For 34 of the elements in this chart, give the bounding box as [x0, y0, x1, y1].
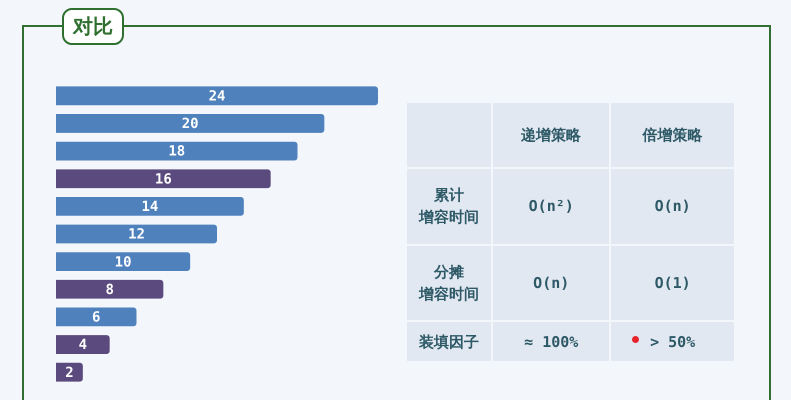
bar [56, 308, 136, 326]
data-label: 4 [78, 337, 88, 354]
bar [56, 224, 217, 244]
text: O(n) [533, 274, 570, 292]
bar [56, 252, 190, 272]
bar [56, 196, 244, 216]
text: ≈ 100% [524, 332, 578, 351]
bar [56, 169, 271, 188]
data-label: 8 [105, 282, 114, 298]
data-label: 20 [182, 116, 199, 132]
data-label: 14 [141, 199, 158, 216]
category-label: 分摊增容时间 [419, 262, 480, 303]
data-label: 10 [114, 254, 132, 270]
chart-title: 对比 [62, 8, 124, 45]
bar [56, 86, 378, 106]
bar [56, 114, 324, 133]
bar [56, 335, 110, 354]
data-label: 18 [168, 144, 186, 160]
category-label: 倍增策略 [611, 103, 734, 167]
text: O(n²) [528, 197, 574, 216]
bar [56, 362, 83, 382]
category-label: 装填因子 [419, 332, 480, 351]
text: O(1) [654, 274, 691, 292]
category-label: 累计增容时间 [419, 186, 480, 226]
bar [56, 280, 164, 299]
text: > 50% [650, 332, 696, 351]
data-label: 2 [65, 364, 74, 381]
data-label: 12 [128, 226, 145, 243]
data-label: 16 [154, 171, 172, 188]
text: O(n) [654, 197, 691, 216]
data-label: 6 [92, 310, 100, 326]
bar [56, 142, 298, 160]
category-label: 递增策略 [493, 103, 610, 167]
data-label: 24 [208, 88, 226, 104]
